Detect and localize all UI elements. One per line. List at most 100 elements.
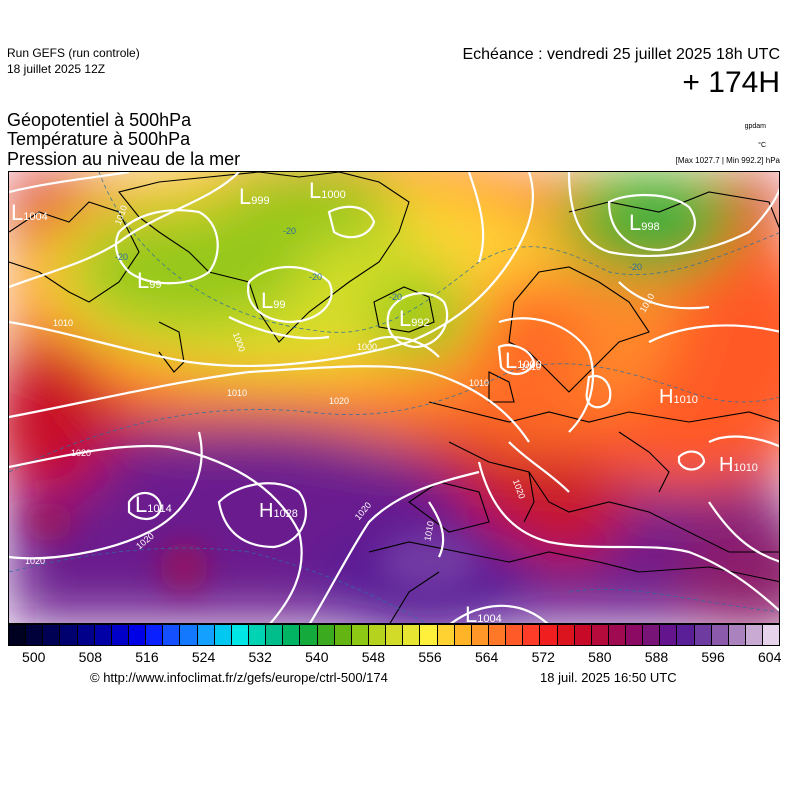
colorbar-cell: [180, 625, 198, 645]
field-title-pressure: Pression au niveau de la mer: [7, 149, 241, 169]
isobars: [9, 172, 779, 623]
colorbar-tick-label: 516: [135, 649, 159, 665]
colorbar-cell: [60, 625, 78, 645]
colorbar-cell: [506, 625, 524, 645]
colorbar-cell: [386, 625, 404, 645]
lead-time: + 174H: [682, 66, 780, 99]
low-pressure-label: L99: [261, 288, 286, 313]
high-pressure-label: H1028: [259, 500, 298, 522]
unit-celsius: °C: [758, 142, 766, 149]
colorbar-cell: [94, 625, 112, 645]
colorbar-cell: [163, 625, 181, 645]
colorbar-cell: [214, 625, 232, 645]
low-pressure-label: L1004: [465, 602, 502, 624]
colorbar-cell: [403, 625, 421, 645]
colorbar-cell: [197, 625, 215, 645]
colorbar-tick-label: 572: [531, 649, 555, 665]
isobar-label: 1000: [357, 342, 378, 352]
colorbar-cell: [111, 625, 129, 645]
colorbar-cell: [300, 625, 318, 645]
colorbar-cell: [557, 625, 575, 645]
isotherms: [9, 172, 779, 623]
pressure-max-min: [Max 1027.7 | Min 992.2] hPa: [675, 156, 780, 165]
colorbar-cell: [266, 625, 284, 645]
colorbar-cell: [317, 625, 335, 645]
colorbar-cell: [711, 625, 729, 645]
isobar-label: 1020: [71, 448, 92, 458]
colorbar-tick-label: 556: [418, 649, 442, 665]
low-pressure-label: L1014: [135, 492, 172, 517]
colorbar-cell: [9, 625, 27, 645]
colorbar-cell: [677, 625, 695, 645]
colorbar-tick-label: 532: [248, 649, 272, 665]
colorbar-tick-label: 596: [701, 649, 725, 665]
low-pressure-label: L1004: [11, 200, 48, 225]
colorbar-cell: [763, 625, 780, 645]
temperature-shading: [24, 502, 479, 592]
colorbar: [8, 624, 780, 646]
colorbar-ticks: 500 508 516 524 532 540 548 556 564 572 580 588 596 6…: [8, 649, 781, 667]
colorbar-cell: [420, 625, 438, 645]
colorbar-tick-label: 588: [644, 649, 669, 665]
colorbar-tick-label: 580: [588, 649, 612, 665]
colorbar-cell: [454, 625, 472, 645]
colorbar-cell: [660, 625, 678, 645]
low-pressure-label: L992: [399, 306, 430, 331]
colorbar-cell: [523, 625, 541, 645]
forecast-valid-time: Echéance : vendredi 25 juillet 2025 18h …: [462, 46, 780, 63]
low-pressure-label: L1000: [505, 348, 542, 373]
colorbar-tick-label: 524: [191, 649, 216, 665]
weather-map: L1004 L999 L1000 L998 L99 L99 L992 L1000…: [8, 171, 780, 624]
isobar-label: 1010: [469, 378, 490, 388]
generated-timestamp: 18 juil. 2025 16:50 UTC: [540, 670, 677, 685]
colorbar-cell: [283, 625, 301, 645]
colorbar-cell: [248, 625, 267, 645]
colorbar-cell: [574, 625, 592, 645]
field-title-geopotential: Géopotentiel à 500hPa: [7, 110, 192, 130]
colorbar-tick-label: 564: [474, 649, 499, 665]
colorbar-cell: [471, 625, 489, 645]
isotherm-label: -20: [115, 252, 129, 262]
colorbar-cell: [77, 625, 95, 645]
isobar-label: 1010: [227, 388, 248, 398]
field-title-temperature: Température à 500hPa: [7, 129, 191, 149]
map-canvas: [9, 172, 779, 623]
colorbar-cell: [231, 625, 249, 645]
colorbar-cell: [591, 625, 609, 645]
colorbar-cell: [608, 625, 627, 645]
colorbar-cell: [643, 625, 661, 645]
colorbar-cell: [368, 625, 387, 645]
colorbar-cell: [334, 625, 352, 645]
colorbar-cell: [146, 625, 164, 645]
colorbar-cell: [437, 625, 455, 645]
colorbar-tick-label: 548: [361, 649, 386, 665]
isobar-label: 1010: [521, 362, 542, 372]
high-pressure-label: H1010: [719, 454, 758, 476]
colorbar-tick-label: 500: [22, 649, 46, 665]
colorbar-cell: [128, 625, 147, 645]
colorbar-tick-label: 508: [78, 649, 103, 665]
isotherm-label: -20: [309, 272, 323, 282]
colorbar-cell: [488, 625, 507, 645]
copyright-url: © http://www.infoclimat.fr/z/gefs/europe…: [90, 670, 388, 685]
colorbar-cell: [694, 625, 712, 645]
colorbar-cell: [26, 625, 44, 645]
isobar-label: 1020: [25, 556, 46, 566]
low-pressure-label: L1000: [309, 178, 346, 203]
colorbar-tick-label: 540: [305, 649, 329, 665]
low-pressure-label: L99: [137, 268, 162, 293]
colorbar-cell: [728, 625, 747, 645]
isotherm-label: -20: [283, 226, 297, 236]
colorbar-cell: [351, 625, 369, 645]
colorbar-cell: [540, 625, 558, 645]
run-date: 18 juillet 2025 12Z: [7, 62, 106, 76]
isobar-label: 1010: [53, 318, 74, 328]
unit-gpdam: gpdam: [744, 123, 766, 130]
low-pressure-label: L998: [629, 210, 660, 235]
isotherm-label: -20: [629, 262, 643, 272]
isobar-label: 1020: [329, 396, 350, 406]
colorbar-cell: [43, 625, 61, 645]
colorbar-cell: [746, 625, 764, 645]
high-pressure-label: H1010: [659, 386, 698, 408]
run-label: Run GEFS (run controle): [7, 46, 140, 60]
